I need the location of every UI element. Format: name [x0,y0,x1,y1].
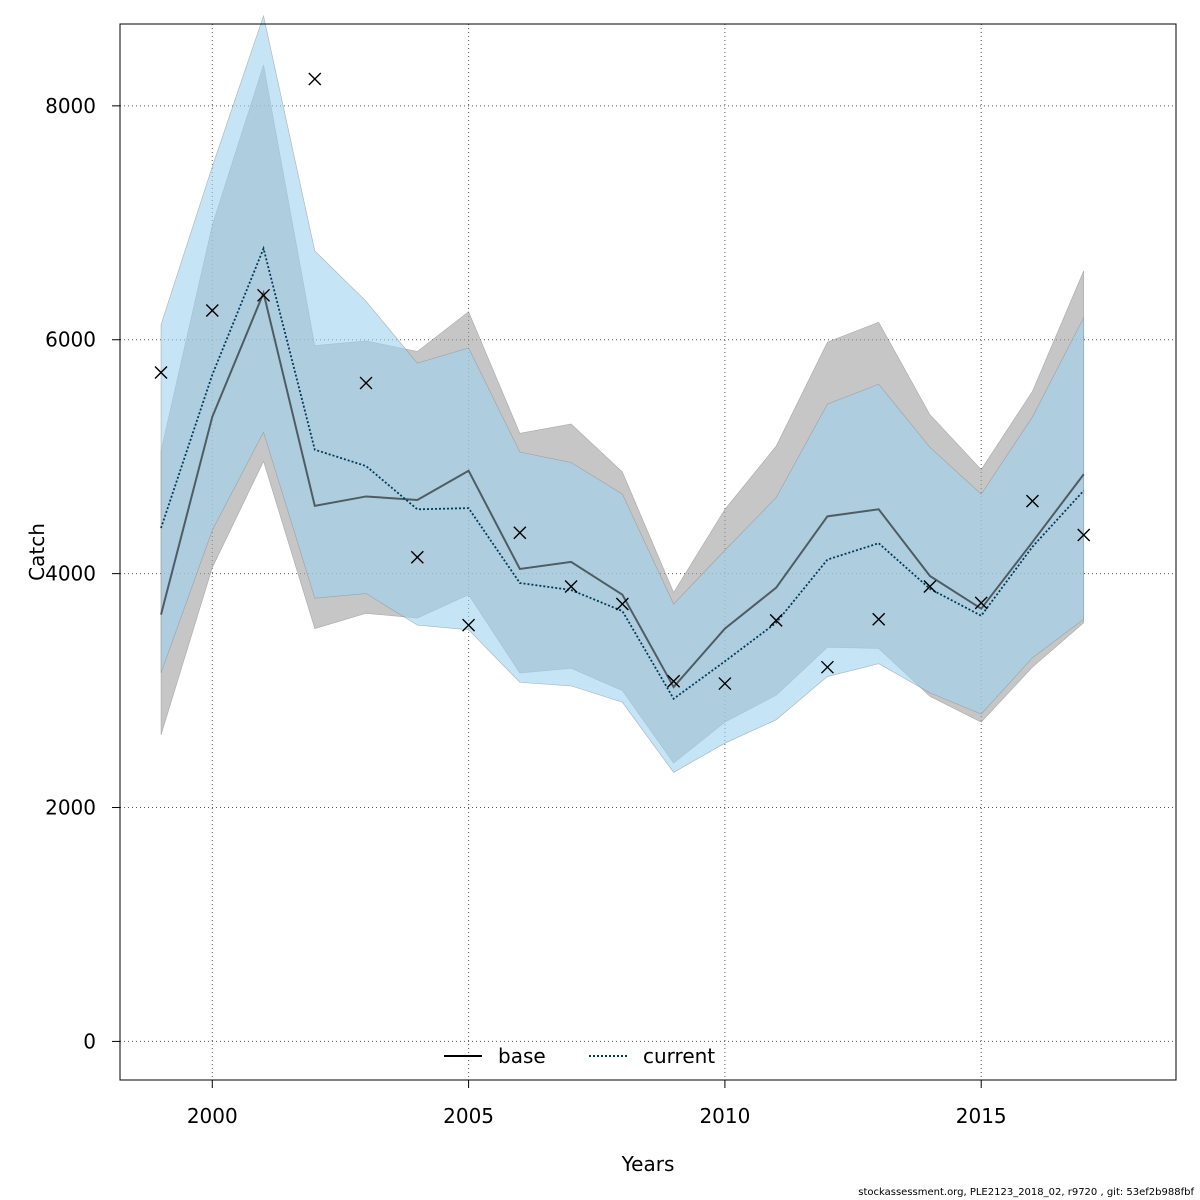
observed-point-2011 [769,613,783,627]
legend: base current [444,1044,715,1068]
observed-point-2010 [718,677,732,691]
observed-point-2016 [1025,494,1039,508]
series-lines [160,245,1085,701]
line-base [160,289,1085,689]
legend-label-current: current [643,1044,715,1068]
confidence-bands [160,14,1085,773]
x-tick-label-2015: 2015 [956,1104,1007,1128]
observed-point-2003 [359,376,373,390]
observed-point-2017 [1077,528,1091,542]
legend-item-base: base [444,1044,546,1068]
x-tick-label-2005: 2005 [443,1104,494,1128]
observed-point-2000 [205,304,219,318]
y-axis-title: Catch [25,523,49,581]
legend-label-base: base [498,1044,546,1068]
x-tick-label-2010: 2010 [699,1104,750,1128]
plot-frame [119,23,1177,1081]
x-tick-label-2000: 2000 [187,1104,238,1128]
footer-note: stockassessment.org, PLE2123_2018_02, r9… [858,1187,1194,1198]
observed-point-2004 [410,550,424,564]
observed-point-2006 [513,526,527,540]
observed-point-2007 [564,580,578,593]
axes: 2000 2005 2010 2015 0 2000 4000 6000 8000 [45,94,1007,1128]
band-current [160,14,1085,773]
observed-point-2014 [923,580,937,593]
observed-point-2013 [872,612,886,626]
observed-point-2001 [257,288,271,302]
observed-point-2012 [820,660,834,674]
y-tick-label-2000: 2000 [45,796,96,820]
y-tick-label-4000: 4000 [45,562,96,586]
observed-point-1999 [154,365,168,379]
observed-point-2015 [974,596,988,610]
observed-point-2008 [615,597,629,611]
y-tick-label-0: 0 [83,1029,96,1053]
observed-points [154,72,1091,691]
x-axis-title: Years [621,1152,675,1176]
observed-point-2009 [667,674,681,688]
legend-item-current: current [589,1044,715,1068]
grid-lines [120,24,1176,1080]
observed-point-2005 [462,618,476,632]
line-current [160,245,1085,701]
y-tick-label-8000: 8000 [45,94,96,118]
observed-point-2002 [308,72,322,86]
y-tick-label-6000: 6000 [45,328,96,352]
